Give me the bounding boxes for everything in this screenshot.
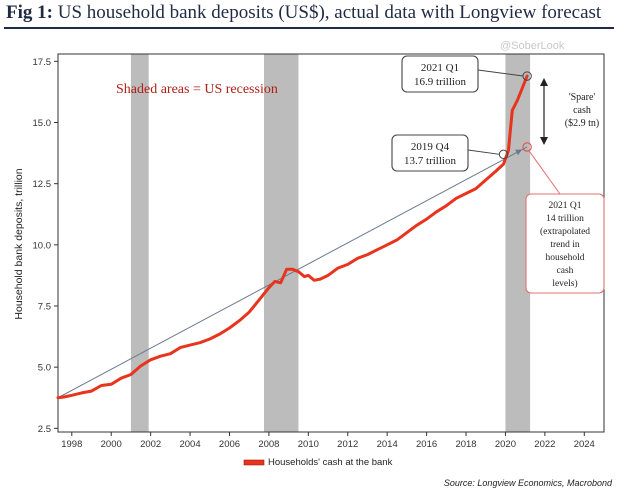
callout-2019q4-line: 13.7 trillion [404, 155, 456, 167]
legend-swatch [243, 459, 265, 466]
x-tick-label: 2010 [298, 439, 319, 450]
title-text: US household bank deposits (US$), actual… [57, 2, 602, 23]
recession-band [263, 54, 299, 432]
x-tick-label: 2002 [140, 439, 161, 450]
x-tick-label: 2014 [377, 439, 398, 450]
legend-label: Households' cash at the bank [268, 457, 393, 468]
x-tick-label: 2024 [574, 439, 595, 450]
callout-2021q1-actual-line: 2021 Q1 [421, 62, 459, 74]
recession-shading [130, 54, 531, 432]
x-tick-label: 2022 [534, 439, 555, 450]
recession-label: Shaded areas = US recession [116, 82, 278, 97]
callout-2019q4-box [391, 134, 469, 172]
y-tick-label: 12.5 [33, 179, 52, 190]
series-layer [56, 74, 529, 400]
figure-label: Fig 1: [6, 2, 53, 23]
callout-2021q1-trend-line: (extrapolated [540, 226, 590, 237]
callout-2021q1-trend-line: 2021 Q1 [549, 201, 582, 211]
trend-line [57, 146, 528, 399]
callout-2021q1-trend-box [525, 193, 605, 294]
y-tick-label: 10.0 [33, 240, 52, 251]
y-axis-title: Household bank deposits, trillion [13, 168, 25, 319]
x-tick-label: 2020 [495, 439, 516, 450]
watermark-text: @SoberLook [500, 40, 565, 52]
annotation-layer: 2021 Q1 16.9 trillion 2019 Q4 13.7 trillion… [391, 55, 605, 294]
y-tick-label: 15.0 [33, 118, 52, 129]
chart-title: Fig 1: US household bank deposits (US$),… [0, 0, 620, 28]
x-tick-label: 2016 [416, 439, 437, 450]
callout-2021q1-trend-line: levels) [552, 278, 577, 289]
x-tick-label: 2008 [258, 439, 279, 450]
y-tick-label: 2.5 [38, 424, 51, 435]
y-tick-label: 7.5 [38, 302, 51, 313]
recession-band [130, 54, 149, 432]
y-tick-label: 5.0 [38, 363, 51, 374]
series-line [56, 74, 529, 400]
y-axis-ticks: 2.5 5.0 7.5 10.0 12.5 15.0 17.5 [33, 57, 58, 435]
x-tick-label: 2012 [337, 439, 358, 450]
x-tick-label: 2000 [101, 439, 122, 450]
callout-2021q1-actual-leader [477, 69, 524, 77]
callout-2019q4-line: 2019 Q4 [411, 141, 450, 153]
title-underline [4, 27, 614, 29]
spare-cash-text: cash [573, 105, 591, 116]
trend-line-layer [57, 146, 528, 399]
spare-cash-text: 'Spare' [569, 92, 596, 103]
callout-2021q1-trend-leader [528, 150, 561, 195]
callout-2021q1-actual-line: 16.9 trillion [414, 76, 466, 88]
callout-2021q1-trend-marker [522, 142, 532, 152]
x-tick-label: 2004 [179, 439, 200, 450]
x-tick-label: 2018 [455, 439, 476, 450]
x-axis-ticks: 1998 2000 2002 2004 2006 2008 2010 2012 2014 2016… [61, 432, 595, 450]
callout-2021q1-actual-box [401, 55, 479, 93]
spare-cash-arrowhead-up [540, 78, 548, 87]
trend-arrowhead [515, 149, 523, 156]
x-tick-label: 1998 [61, 439, 82, 450]
callout-2021q1-trend-line: household [545, 253, 584, 263]
callout-2021q1-trend-line: cash [557, 266, 574, 276]
spare-cash-arrowhead-down [540, 136, 548, 145]
callout-2021q1-trend-line: trend in [550, 240, 580, 250]
callout-2021q1-trend-line: 14 trillion [546, 214, 584, 224]
x-tick-label: 2006 [219, 439, 240, 450]
source-note: Source: Longview Economics, Macrobond [444, 478, 613, 488]
callout-2019q4-leader [467, 149, 500, 155]
spare-cash-text: ($2.9 tn) [565, 118, 599, 129]
y-tick-label: 17.5 [33, 57, 52, 68]
